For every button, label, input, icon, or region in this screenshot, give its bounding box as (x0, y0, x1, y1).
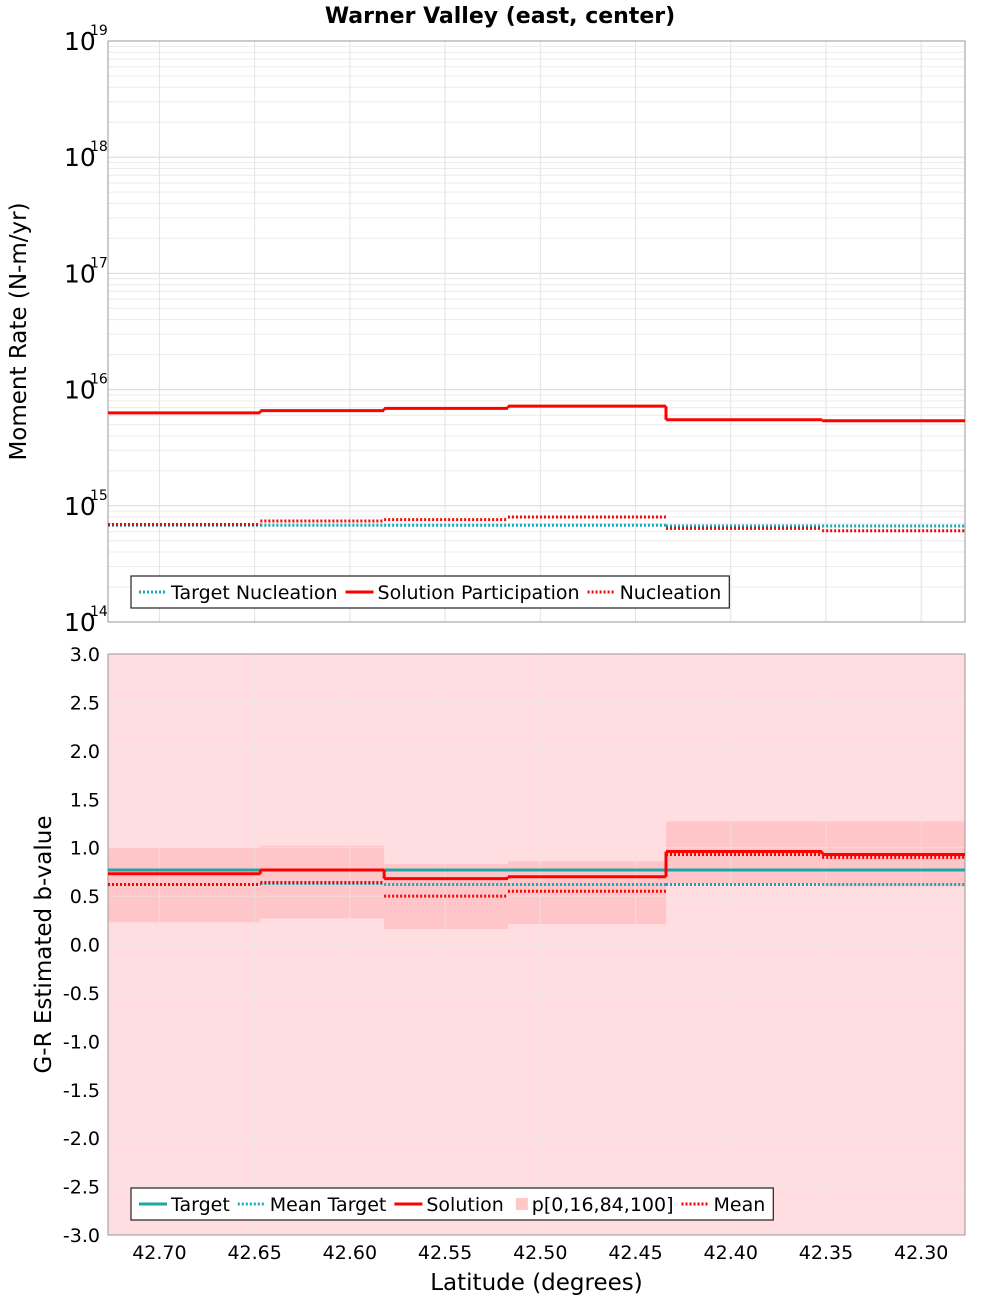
legend-label: Solution (426, 1194, 503, 1216)
y-tick-label: 3.0 (70, 644, 100, 666)
legend-box (130, 575, 730, 609)
y-tick-exponent: 17 (90, 255, 108, 271)
y-tick-label: 2.0 (70, 741, 100, 763)
x-tick-label: 42.70 (132, 1242, 186, 1264)
legend-swatch-band (515, 1198, 528, 1210)
y-axis-label: Moment Rate (N-m/yr) (6, 202, 32, 460)
y-tick-label: 10 (64, 608, 96, 637)
y-tick-label: 0.0 (70, 935, 100, 957)
y-tick-label: 2.5 (70, 692, 100, 714)
y-tick-label: -1.5 (63, 1080, 100, 1102)
y-axis-label: G-R Estimated b-value (31, 815, 57, 1073)
y-tick-exponent: 14 (90, 604, 108, 620)
legend-label: Solution Participation (378, 582, 580, 604)
y-tick-exponent: 19 (90, 23, 108, 39)
legend-label: p[0,16,84,100] (532, 1194, 674, 1216)
chart-title: Warner Valley (east, center) (325, 4, 675, 29)
y-tick-label: 1.0 (70, 838, 100, 860)
x-tick-label: 42.45 (608, 1242, 662, 1264)
y-tick-label: -2.5 (63, 1177, 100, 1199)
band-inner (507, 861, 667, 925)
y-tick-label: 10 (64, 143, 96, 172)
x-tick-label: 42.50 (513, 1242, 567, 1264)
y-tick-label: -3.0 (63, 1225, 100, 1247)
legend-label: Target Nucleation (170, 582, 338, 604)
x-tick-label: 42.60 (323, 1242, 377, 1264)
y-tick-label: 10 (64, 27, 96, 56)
legend-label: Nucleation (620, 582, 722, 604)
y-tick-label: 10 (64, 259, 96, 288)
y-tick-label: 0.5 (70, 886, 100, 908)
x-tick-label: 42.35 (799, 1242, 853, 1264)
plot-area (108, 41, 965, 622)
y-tick-label: 10 (64, 492, 96, 521)
plot-frame (107, 40, 966, 623)
legend-label: Target (170, 1194, 230, 1216)
y-tick-label: -0.5 (63, 983, 100, 1005)
x-tick-label: 42.55 (418, 1242, 472, 1264)
x-tick-label: 42.40 (704, 1242, 758, 1264)
x-tick-label: 42.65 (227, 1242, 281, 1264)
y-tick-label: -1.0 (63, 1031, 100, 1053)
b-value-plot: 3.0 2.5 2.0 1.5 1.0 0.5 0.0 -0.5 -1.0 -1.5 -2.0 -2.… (31, 644, 966, 1296)
y-tick-exponent: 16 (90, 372, 108, 388)
y-tick-label: 10 (64, 376, 96, 405)
plot-frame (107, 653, 966, 1236)
y-tick-label: 1.5 (70, 789, 100, 811)
x-axis-label: Latitude (degrees) (430, 1270, 643, 1296)
x-tick-label: 42.30 (894, 1242, 948, 1264)
legend-label: Mean (714, 1194, 766, 1216)
y-tick-exponent: 18 (90, 139, 108, 155)
y-tick-label: -2.0 (63, 1128, 100, 1150)
y-tick-exponent: 15 (90, 488, 108, 504)
legend-label: Mean Target (270, 1194, 387, 1216)
